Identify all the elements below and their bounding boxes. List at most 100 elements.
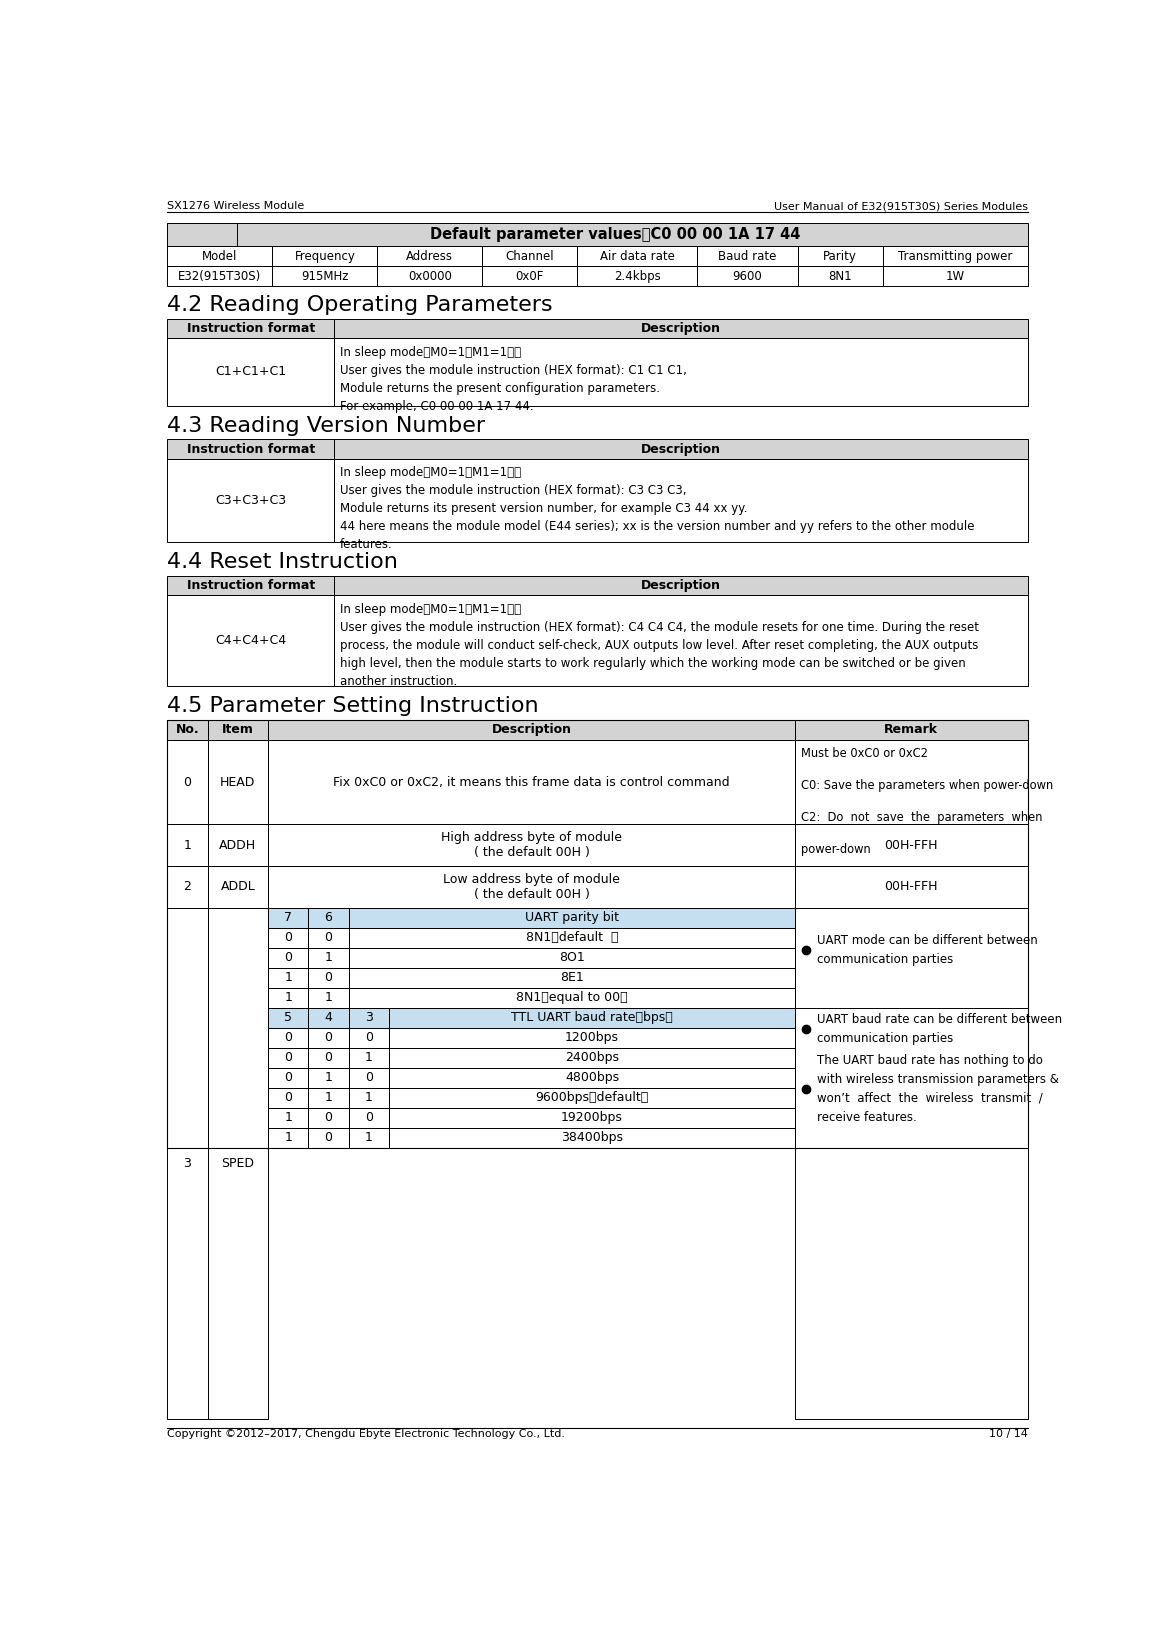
Bar <box>309 1008 348 1027</box>
Text: 0: 0 <box>284 1052 292 1065</box>
Text: 0: 0 <box>365 1031 373 1044</box>
Text: Item: Item <box>221 723 254 736</box>
Text: 3: 3 <box>184 1158 191 1171</box>
Bar <box>168 440 334 459</box>
Text: No.: No. <box>176 723 199 736</box>
Text: 1: 1 <box>284 972 292 985</box>
Text: Model: Model <box>203 249 238 262</box>
Bar <box>334 594 1028 685</box>
Text: User Manual of E32(915T30S) Series Modules: User Manual of E32(915T30S) Series Modul… <box>774 202 1028 212</box>
Bar <box>798 267 883 287</box>
Text: Air data rate: Air data rate <box>600 249 675 262</box>
Text: 1: 1 <box>325 991 332 1004</box>
Bar <box>273 246 377 267</box>
Text: 0x0F: 0x0F <box>516 270 544 283</box>
Text: 7: 7 <box>284 912 292 925</box>
Bar <box>348 1027 389 1048</box>
Bar <box>268 720 795 739</box>
Bar <box>309 1107 348 1128</box>
Bar <box>348 907 795 928</box>
Text: 1200bps: 1200bps <box>565 1031 619 1044</box>
Text: 0: 0 <box>284 1031 292 1044</box>
Text: Description: Description <box>492 723 572 736</box>
Bar <box>168 339 334 405</box>
Text: 9600: 9600 <box>733 270 762 283</box>
Text: Description: Description <box>641 580 721 593</box>
Bar <box>168 866 207 907</box>
Text: 8E1: 8E1 <box>560 972 584 985</box>
Bar <box>795 720 1028 739</box>
Text: 915MHz: 915MHz <box>301 270 348 283</box>
Text: 0: 0 <box>284 1071 292 1084</box>
Bar <box>389 1088 795 1107</box>
Text: Instruction format: Instruction format <box>186 580 315 593</box>
Bar <box>168 907 207 1420</box>
Bar <box>389 1128 795 1148</box>
Text: C3+C3+C3: C3+C3+C3 <box>216 493 287 506</box>
Bar <box>698 267 798 287</box>
Bar <box>309 1068 348 1088</box>
Bar <box>883 246 1028 267</box>
Text: 1: 1 <box>365 1131 373 1144</box>
Text: 10 / 14: 10 / 14 <box>989 1429 1028 1439</box>
Bar <box>268 1128 309 1148</box>
Text: 0: 0 <box>183 775 191 788</box>
Bar <box>482 246 578 267</box>
Bar <box>883 267 1028 287</box>
Text: Default parameter values：C0 00 00 1A 17 44: Default parameter values：C0 00 00 1A 17 … <box>430 228 800 243</box>
Bar <box>578 246 698 267</box>
Bar <box>309 907 348 928</box>
Bar <box>268 1068 309 1088</box>
Bar <box>168 223 1028 246</box>
Bar <box>168 824 207 866</box>
Text: Copyright ©2012–2017, Chengdu Ebyte Electronic Technology Co., Ltd.: Copyright ©2012–2017, Chengdu Ebyte Elec… <box>168 1429 565 1439</box>
Text: 1: 1 <box>325 1091 332 1104</box>
Text: 00H-FFH: 00H-FFH <box>884 838 938 851</box>
Text: High address byte of module
( the default 00H ): High address byte of module ( the defaul… <box>442 832 622 860</box>
Bar <box>268 928 309 947</box>
Bar <box>168 459 334 542</box>
Text: SX1276 Wireless Module: SX1276 Wireless Module <box>168 202 304 212</box>
Text: 9600bps（default）: 9600bps（default） <box>536 1091 649 1104</box>
Text: HEAD: HEAD <box>220 775 255 788</box>
Text: Fix 0xC0 or 0xC2, it means this frame data is control command: Fix 0xC0 or 0xC2, it means this frame da… <box>333 775 730 788</box>
Bar <box>795 866 1028 907</box>
Bar <box>168 319 334 339</box>
Text: 4800bps: 4800bps <box>565 1071 619 1084</box>
Bar <box>334 319 1028 339</box>
Text: C1+C1+C1: C1+C1+C1 <box>216 365 287 378</box>
Bar <box>348 988 795 1008</box>
Text: In sleep mode（M0=1，M1=1），
User gives the module instruction (HEX format): C1 C1 : In sleep mode（M0=1，M1=1）， User gives the… <box>340 345 687 412</box>
Bar <box>168 720 1028 1148</box>
Bar <box>268 967 309 988</box>
Text: 2400bps: 2400bps <box>565 1052 619 1065</box>
Bar <box>268 1048 309 1068</box>
Text: 0: 0 <box>325 972 332 985</box>
Bar <box>309 947 348 967</box>
Bar <box>168 246 273 267</box>
Text: Channel: Channel <box>506 249 555 262</box>
Text: 0: 0 <box>325 1112 332 1125</box>
Bar <box>389 1048 795 1068</box>
Bar <box>348 1128 389 1148</box>
Text: 1: 1 <box>284 1131 292 1144</box>
Text: 00H-FFH: 00H-FFH <box>884 881 938 894</box>
Bar <box>578 267 698 287</box>
Bar <box>309 928 348 947</box>
Bar <box>309 1128 348 1148</box>
Text: 4.5 Parameter Setting Instruction: 4.5 Parameter Setting Instruction <box>168 695 539 716</box>
Text: ADDL: ADDL <box>220 881 255 894</box>
Bar <box>348 967 795 988</box>
Text: Transmitting power: Transmitting power <box>898 249 1012 262</box>
Bar <box>207 907 268 1420</box>
Bar <box>268 988 309 1008</box>
Bar <box>168 576 334 594</box>
Bar <box>168 594 334 685</box>
Bar <box>309 1027 348 1048</box>
Text: 8N1: 8N1 <box>828 270 852 283</box>
Text: 4.3 Reading Version Number: 4.3 Reading Version Number <box>168 415 486 436</box>
Bar <box>795 907 1028 1420</box>
Bar <box>268 824 795 866</box>
Text: 0: 0 <box>325 1131 332 1144</box>
Text: 1W: 1W <box>946 270 965 283</box>
